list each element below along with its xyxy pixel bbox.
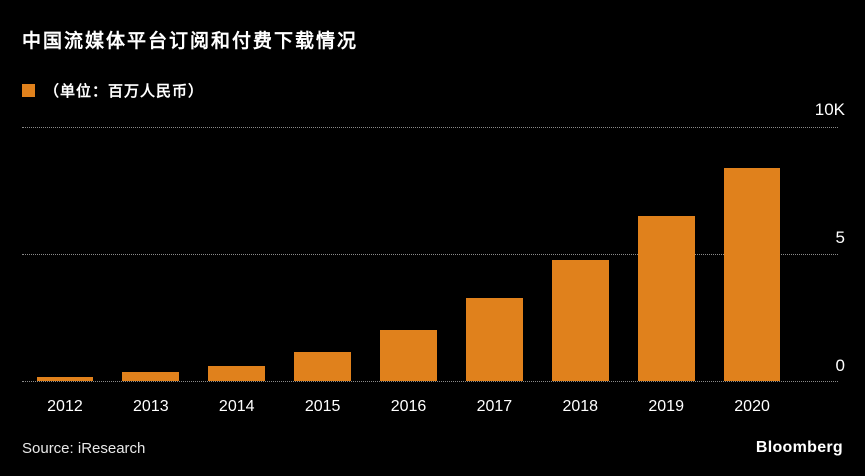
legend-label: （单位：百万人民币） [44,83,205,100]
x-tick-label-2016: 2016 [390,398,427,415]
bloomberg-logo: Bloomberg [755,439,843,456]
legend-swatch-icon [22,84,35,97]
bar-2014 [208,365,266,381]
bars [22,127,795,381]
source-text: Source: iResearch [22,440,146,457]
bar-2020 [723,167,781,381]
bar-2018 [551,260,609,381]
x-tick-label-2017: 2017 [476,398,513,415]
x-tick-label-2020: 2020 [734,398,770,415]
bar-slot [451,127,537,381]
bar-2017 [466,298,523,381]
bar-slot [623,127,709,381]
bar-slot [366,127,452,381]
bar-slot [22,127,108,381]
x-tick-label-2014: 2014 [218,398,255,415]
bar-2019 [637,215,695,381]
bar-2015 [294,351,351,381]
x-tick-label-2018: 2018 [562,398,599,415]
bar-slot [709,127,795,381]
bar-2012 [36,377,94,381]
y-tick-label-10k: 10K [814,100,845,119]
bar-2016 [380,330,437,381]
gridline-10k [22,127,838,128]
gridline-0 [22,381,838,382]
y-tick-label-0: 0 [835,356,845,375]
bar-slot [194,127,280,381]
chart-title: 中国流媒体平台订阅和付费下载情况 [22,31,359,52]
bar-slot [280,127,366,381]
x-tick-label-2013: 2013 [133,398,169,415]
x-tick-label-2019: 2019 [648,398,684,415]
y-tick-label-5: 5 [835,228,845,247]
bar-2013 [122,372,180,381]
x-axis-labels: 2012 2013 2014 2015 2016 2017 2018 2019 2020 [22,398,795,416]
x-tick-label-2012: 2012 [47,398,83,415]
gridline-5k [22,254,838,255]
bar-slot [108,127,194,381]
legend: （单位：百万人民币） [22,80,204,101]
x-tick-label-2015: 2015 [304,398,341,415]
plot-area [22,127,838,382]
bar-slot [537,127,623,381]
